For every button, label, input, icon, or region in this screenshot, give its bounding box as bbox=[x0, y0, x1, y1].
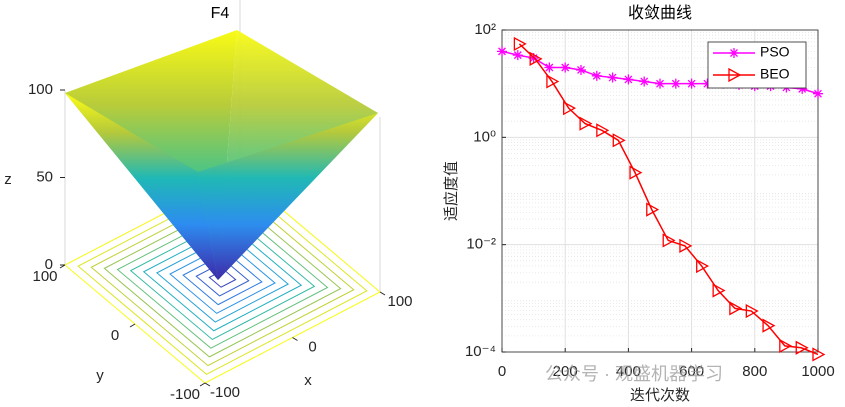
chart-title: F4 bbox=[211, 5, 230, 22]
marker bbox=[795, 340, 809, 355]
marker bbox=[670, 78, 681, 89]
series-line bbox=[518, 43, 819, 356]
legend-marker bbox=[728, 67, 742, 83]
y-tick-label: 10⁻² bbox=[466, 236, 496, 253]
z-tick-label: 0 bbox=[45, 256, 53, 273]
y-tick bbox=[59, 264, 66, 269]
marker bbox=[513, 36, 527, 52]
surface-face bbox=[65, 93, 218, 280]
y-tick bbox=[199, 382, 206, 387]
surface-face bbox=[198, 113, 378, 280]
marker bbox=[686, 78, 697, 89]
legend-label: PSO bbox=[760, 44, 790, 60]
marker bbox=[712, 283, 726, 298]
legend-box bbox=[707, 41, 807, 89]
y-tick-label: 100 bbox=[32, 268, 57, 285]
legend-label: BEO bbox=[760, 66, 790, 82]
marker bbox=[576, 64, 586, 75]
marker bbox=[497, 46, 507, 57]
marker bbox=[646, 202, 660, 217]
x-tick-label: 800 bbox=[742, 363, 767, 380]
marker bbox=[544, 62, 555, 73]
x-tick bbox=[292, 337, 298, 341]
marker bbox=[612, 133, 626, 148]
x-tick-label: 0 bbox=[308, 338, 316, 355]
marker bbox=[655, 78, 665, 89]
marker bbox=[579, 116, 593, 131]
y-tick-label: 10⁻⁴ bbox=[465, 343, 496, 360]
chart-title: 收敛曲线 bbox=[628, 4, 692, 22]
x-tick-label: 1000 bbox=[801, 363, 834, 380]
marker bbox=[813, 88, 823, 99]
x-axis-label: 迭代次数 bbox=[630, 387, 690, 404]
watermark: 公众号 · 观盛机器学习 bbox=[545, 364, 723, 384]
y-tick-label: 10² bbox=[474, 21, 496, 38]
z-tick-label: 100 bbox=[28, 81, 53, 98]
x-axis-label: x bbox=[304, 372, 312, 389]
marker bbox=[729, 301, 743, 316]
marker bbox=[607, 72, 618, 83]
x-tick bbox=[204, 382, 211, 387]
marker bbox=[812, 347, 826, 362]
marker bbox=[560, 62, 571, 73]
marker bbox=[629, 165, 643, 180]
marker bbox=[623, 74, 634, 85]
z-tick-label: 50 bbox=[36, 168, 53, 185]
legend-marker bbox=[729, 48, 739, 58]
marker bbox=[679, 238, 693, 253]
x-tick-label: 0 bbox=[498, 363, 506, 380]
marker bbox=[779, 338, 793, 353]
x-tick-label: -100 bbox=[210, 384, 240, 401]
marker bbox=[596, 123, 610, 138]
marker bbox=[662, 233, 676, 248]
x-tick-label: 400 bbox=[616, 363, 641, 380]
y-tick-label: 10⁰ bbox=[473, 128, 496, 145]
marker bbox=[797, 83, 808, 94]
marker bbox=[546, 74, 560, 89]
marker bbox=[745, 303, 759, 319]
marker bbox=[696, 258, 710, 274]
x-tick-label: 600 bbox=[679, 363, 704, 380]
marker bbox=[591, 70, 602, 81]
y-axis-label: y bbox=[96, 367, 104, 384]
axes-box bbox=[501, 29, 819, 353]
y-tick-label: -100 bbox=[170, 386, 200, 403]
x-tick-label: 100 bbox=[387, 293, 412, 310]
marker bbox=[639, 76, 650, 87]
marker bbox=[529, 51, 543, 66]
marker bbox=[762, 318, 776, 333]
x-tick bbox=[379, 291, 386, 296]
marker bbox=[702, 78, 713, 89]
marker bbox=[563, 101, 577, 116]
x-tick-label: 200 bbox=[553, 363, 578, 380]
z-axis-label: z bbox=[4, 171, 12, 188]
y-tick bbox=[129, 323, 136, 328]
marker bbox=[512, 50, 523, 61]
y-axis-label: 适应度值 bbox=[442, 161, 460, 221]
y-tick-label: 0 bbox=[111, 327, 119, 344]
